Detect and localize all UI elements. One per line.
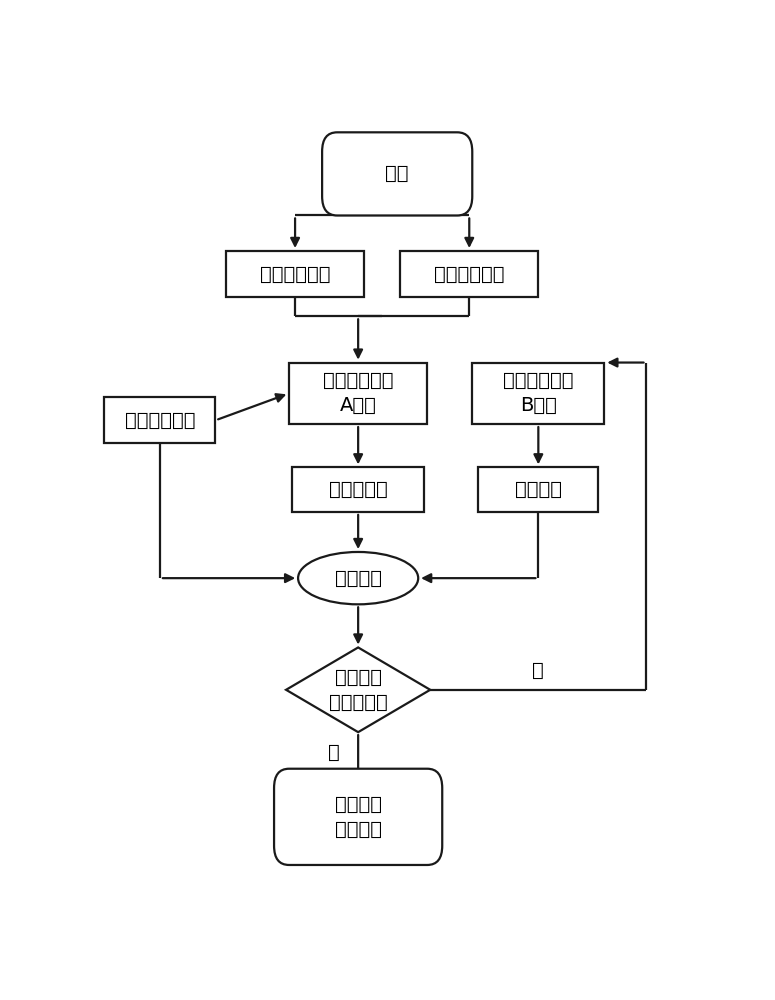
- Text: 光谱模拟算法
A模块: 光谱模拟算法 A模块: [323, 371, 394, 415]
- FancyBboxPatch shape: [400, 251, 539, 297]
- Text: 波长定标信息: 波长定标信息: [260, 264, 330, 284]
- FancyBboxPatch shape: [322, 132, 472, 215]
- FancyBboxPatch shape: [292, 467, 424, 512]
- FancyBboxPatch shape: [226, 251, 364, 297]
- FancyBboxPatch shape: [274, 769, 443, 865]
- Text: 开始: 开始: [385, 164, 409, 183]
- FancyBboxPatch shape: [472, 363, 604, 424]
- Text: 光谱预模拟: 光谱预模拟: [329, 480, 388, 499]
- Text: 光谱模拟算法
B模块: 光谱模拟算法 B模块: [503, 371, 574, 415]
- Text: 是: 是: [329, 743, 340, 762]
- FancyBboxPatch shape: [478, 467, 598, 512]
- Text: 强度定标信息: 强度定标信息: [434, 264, 505, 284]
- FancyBboxPatch shape: [105, 397, 215, 443]
- Text: 光谱比对: 光谱比对: [335, 569, 381, 588]
- Text: 光谱微调: 光谱微调: [515, 480, 562, 499]
- Text: 模拟结果
满足要求？: 模拟结果 满足要求？: [329, 668, 388, 712]
- Text: 否: 否: [532, 661, 544, 680]
- Text: 目标光谱信息: 目标光谱信息: [125, 411, 195, 430]
- Polygon shape: [286, 647, 430, 732]
- FancyBboxPatch shape: [289, 363, 427, 424]
- Text: 模拟结束
保存数据: 模拟结束 保存数据: [335, 795, 381, 839]
- Ellipse shape: [298, 552, 418, 604]
